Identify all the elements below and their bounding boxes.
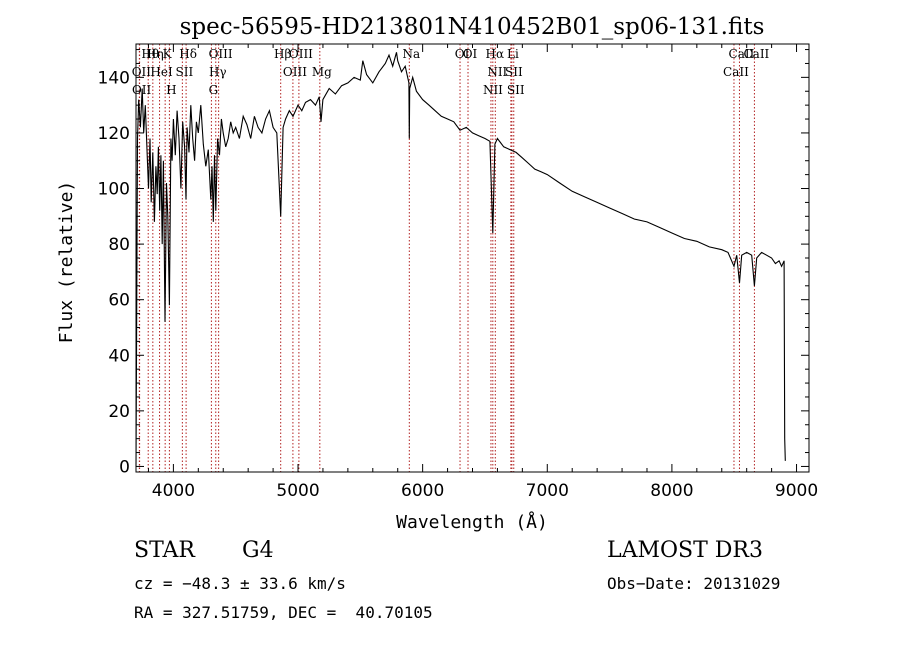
x-tick-label: 4000 — [152, 481, 195, 501]
subclass: G4 — [242, 538, 274, 563]
line-marker-label: SII — [507, 83, 525, 97]
line-marker-label: NII — [483, 83, 503, 97]
line-marker-label: K — [163, 47, 173, 61]
y-tick-label: 0 — [119, 457, 130, 477]
line-marker-label: Hα — [486, 47, 505, 61]
x-axis-label: Wavelength (Å) — [396, 511, 548, 533]
line-markers — [138, 44, 755, 472]
x-axis: 4000 5000 6000 7000 8000 9000 — [147, 44, 818, 501]
object-class: STAR — [134, 538, 195, 563]
y-axis: 0 20 40 60 80 100 120 140 — [98, 49, 809, 477]
line-marker-label: OI — [455, 47, 470, 61]
x-tick-label: 8000 — [650, 481, 693, 501]
y-tick-label: 80 — [108, 235, 130, 255]
line-marker-label: Na — [402, 47, 420, 61]
chart-title: spec-56595-HD213801N410452B01_sp06-131.f… — [180, 14, 765, 40]
y-tick-label: 140 — [98, 68, 130, 88]
x-tick-label: 5000 — [276, 481, 319, 501]
line-marker-label: CaII — [723, 65, 749, 79]
survey-name: LAMOST DR3 — [607, 538, 763, 563]
line-marker-label: OIII — [289, 47, 313, 61]
line-marker-label: NII — [487, 65, 507, 79]
line-marker-label: SII — [505, 65, 523, 79]
line-marker-label: CaII — [743, 47, 769, 61]
x-tick-label: 7000 — [526, 481, 569, 501]
line-marker-label: Hθ — [141, 47, 159, 61]
line-marker-label: Hη — [146, 47, 164, 61]
line-marker-label: HeI — [150, 65, 173, 79]
line-marker-label: OI — [463, 47, 478, 61]
line-marker-label: G — [209, 83, 219, 97]
y-tick-label: 60 — [108, 291, 130, 311]
redshift-cz: cz = −48.3 ± 33.6 km/s — [134, 574, 346, 593]
y-tick-label: 100 — [98, 180, 130, 200]
line-marker-label: SII — [176, 65, 194, 79]
line-marker-label: CaII — [729, 47, 755, 61]
plot-frame — [135, 43, 810, 473]
obs-date: Obs−Date: 20131029 — [607, 574, 781, 593]
line-marker-label: Hβ — [274, 47, 291, 61]
line-marker-label: Mg — [312, 65, 332, 79]
y-tick-label: 20 — [108, 402, 130, 422]
y-tick-label: 120 — [98, 124, 130, 144]
line-marker-label: H — [166, 83, 176, 97]
coordinates: RA = 327.51759, DEC = 40.70105 — [134, 603, 433, 622]
y-tick-label: 40 — [108, 346, 130, 366]
line-marker-label: OII — [132, 65, 152, 79]
line-marker-label: Li — [507, 47, 519, 61]
x-tick-label: 9000 — [775, 481, 818, 501]
line-marker-label: OIII — [209, 47, 233, 61]
line-marker-label: OIII — [283, 65, 307, 79]
x-tick-label: 6000 — [401, 481, 444, 501]
line-marker-label: Hδ — [179, 47, 197, 61]
y-axis-label: Flux (relative) — [56, 181, 77, 344]
spectrum-line — [135, 52, 786, 467]
line-marker-label: Hγ — [209, 65, 227, 79]
